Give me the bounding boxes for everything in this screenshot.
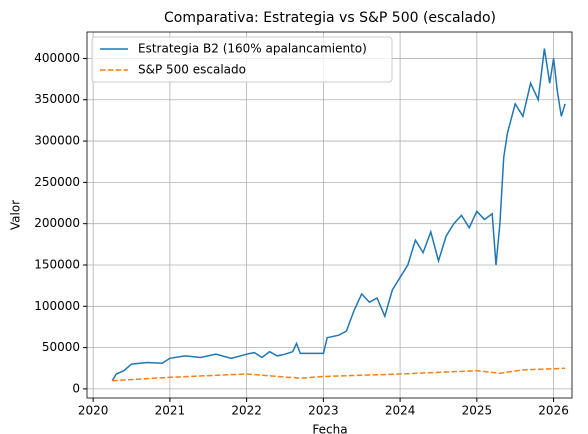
y-tick-label: 100000 <box>34 299 80 313</box>
y-axis-label: Valor <box>9 200 23 230</box>
y-tick-label: 200000 <box>34 216 80 230</box>
x-tick-label: 2020 <box>78 404 109 418</box>
x-tick-label: 2021 <box>155 404 186 418</box>
series-line <box>112 367 566 382</box>
x-tick-label: 2024 <box>385 404 416 418</box>
legend-label: Estrategia B2 (160% apalancamiento) <box>138 42 367 56</box>
x-axis-label: Fecha <box>312 423 347 434</box>
legend-box <box>91 36 393 83</box>
y-tick-label: 400000 <box>34 51 80 65</box>
legend-label: S&P 500 escalado <box>138 63 246 77</box>
series-line <box>111 48 566 382</box>
x-tick-label: 2026 <box>538 404 569 418</box>
x-tick-label: 2025 <box>462 404 493 418</box>
x-tick-label: 2022 <box>231 404 262 418</box>
y-tick-label: 0 <box>72 381 80 395</box>
chart-title: Comparativa: Estrategia vs S&P 500 (esca… <box>164 10 496 26</box>
y-tick-label: 50000 <box>42 340 80 354</box>
y-tick-label: 300000 <box>34 134 80 148</box>
y-tick-label: 150000 <box>34 257 80 271</box>
y-tick-label: 250000 <box>34 175 80 189</box>
y-tick-label: 350000 <box>34 92 80 106</box>
plot-frame <box>86 31 573 399</box>
x-tick-label: 2023 <box>308 404 339 418</box>
